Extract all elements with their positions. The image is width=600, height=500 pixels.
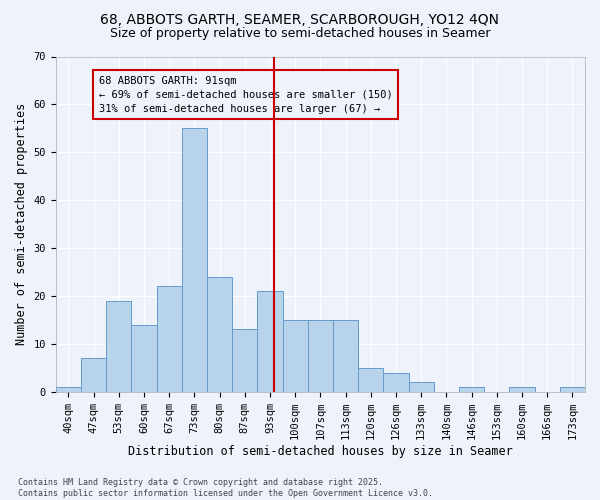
Bar (509, 387, 535, 392)
Bar (459, 387, 484, 392)
Bar (333, 320, 358, 392)
X-axis label: Distribution of semi-detached houses by size in Seamer: Distribution of semi-detached houses by … (128, 444, 513, 458)
Bar (308, 320, 333, 392)
Text: Contains HM Land Registry data © Crown copyright and database right 2025.
Contai: Contains HM Land Registry data © Crown c… (18, 478, 433, 498)
Bar (106, 300, 131, 392)
Bar (182, 128, 207, 392)
Bar (56, 387, 81, 392)
Text: 68 ABBOTS GARTH: 91sqm
← 69% of semi-detached houses are smaller (150)
31% of se: 68 ABBOTS GARTH: 91sqm ← 69% of semi-det… (98, 76, 392, 114)
Text: Size of property relative to semi-detached houses in Seamer: Size of property relative to semi-detach… (110, 28, 490, 40)
Bar (232, 330, 257, 392)
Bar (131, 324, 157, 392)
Bar (283, 320, 308, 392)
Bar (560, 387, 585, 392)
Bar (207, 277, 232, 392)
Bar (409, 382, 434, 392)
Text: 68, ABBOTS GARTH, SEAMER, SCARBOROUGH, YO12 4QN: 68, ABBOTS GARTH, SEAMER, SCARBOROUGH, Y… (101, 12, 499, 26)
Bar (157, 286, 182, 392)
Y-axis label: Number of semi-detached properties: Number of semi-detached properties (15, 103, 28, 345)
Bar (81, 358, 106, 392)
Bar (358, 368, 383, 392)
Bar (257, 291, 283, 392)
Bar (383, 372, 409, 392)
